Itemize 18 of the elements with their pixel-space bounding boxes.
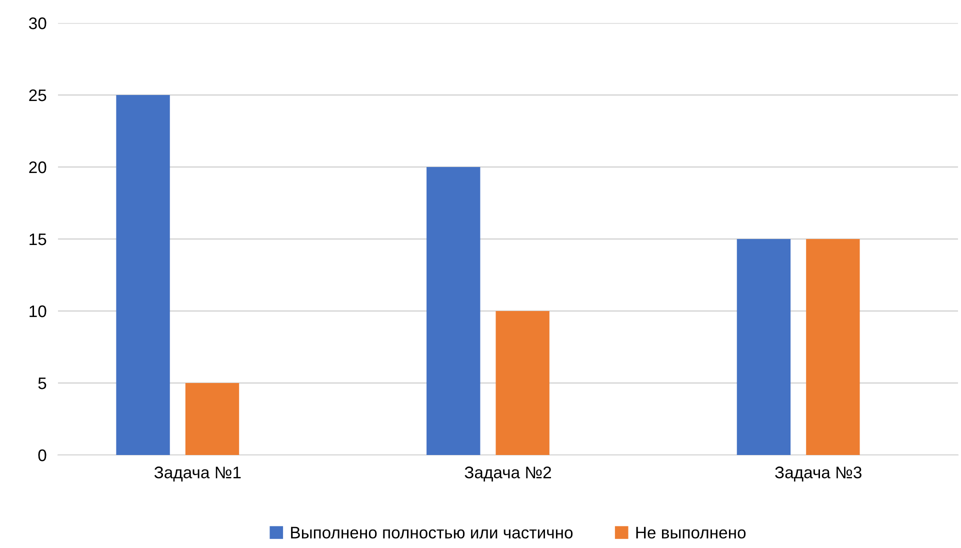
bar <box>496 311 550 455</box>
bar <box>426 167 480 455</box>
x-tick-label: Задача №1 <box>154 466 241 482</box>
y-tick-label: 15 <box>30 234 46 246</box>
legend-label: Не выполнено <box>636 526 746 538</box>
x-tick-label: Задача №3 <box>775 466 862 482</box>
bar <box>736 239 791 455</box>
x-tick-label: Задача №2 <box>464 466 552 482</box>
y-tick-label: 20 <box>29 161 46 174</box>
y-tick-label: 0 <box>38 449 46 462</box>
legend-label: Выполнено полностью или частично <box>291 526 573 538</box>
y-tick-label: 5 <box>38 378 46 390</box>
bar <box>116 95 170 455</box>
y-tick-label: 30 <box>28 17 46 30</box>
bar <box>185 383 240 455</box>
y-tick-label: 25 <box>29 89 46 102</box>
bar <box>806 239 860 455</box>
y-tick-label: 10 <box>30 305 46 318</box>
